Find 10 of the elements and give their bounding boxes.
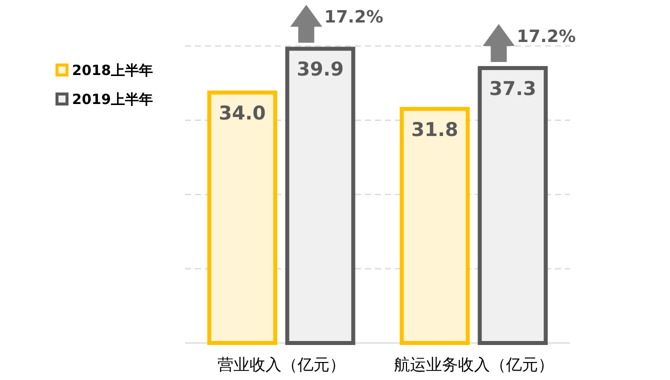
text: 17.2%: [516, 27, 576, 48]
data-label: 31.8: [411, 118, 458, 141]
x-tick-label: 营业收入（亿元）: [217, 355, 346, 374]
data-label: 37.3: [489, 78, 536, 100]
legend-label: 2019上半年: [72, 92, 153, 108]
text: 17.2%: [324, 8, 384, 28]
data-label: 39.9: [296, 58, 344, 81]
legend-label: 2018上半年: [72, 63, 153, 79]
data-label: 34.0: [218, 102, 266, 125]
x-tick-label: 航运业务收入（亿元）: [394, 355, 554, 374]
